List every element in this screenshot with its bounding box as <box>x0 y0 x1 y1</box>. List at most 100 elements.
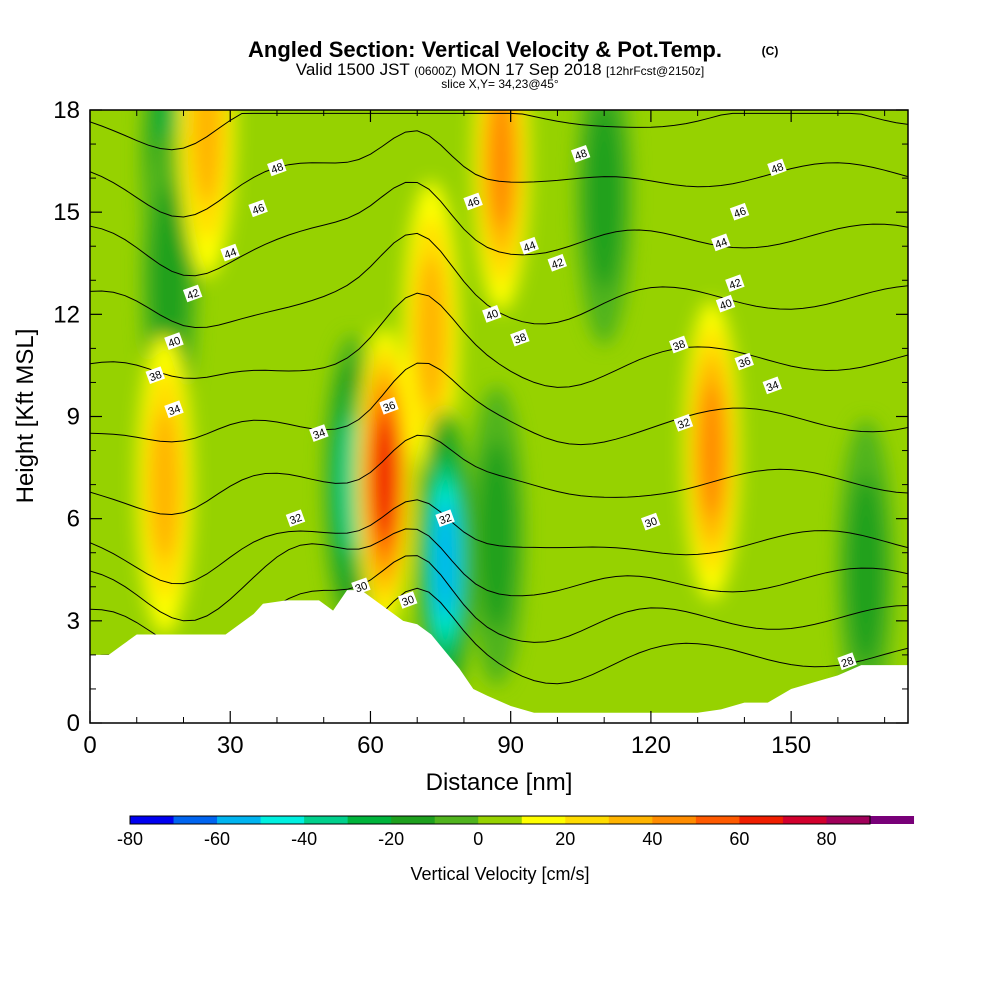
x-tick-label: 150 <box>771 732 811 759</box>
contour-label: 42 <box>182 284 203 303</box>
colorbar-swatch <box>130 816 175 824</box>
colorbar-swatch <box>434 816 479 824</box>
contour-label: 46 <box>463 192 483 211</box>
svg-text:48: 48 <box>573 147 589 162</box>
colorbar-frame <box>129 815 871 825</box>
theta-contour-48 <box>90 112 908 151</box>
colorbar-label: Vertical Velocity [cm/s] <box>410 864 589 884</box>
svg-text:38: 38 <box>671 338 687 353</box>
contour-label: 38 <box>145 366 166 384</box>
svg-text:44: 44 <box>223 246 239 261</box>
svg-text:40: 40 <box>167 335 183 350</box>
contour-label: 38 <box>669 335 689 354</box>
colorbar-swatch <box>521 816 566 824</box>
svg-text:48: 48 <box>770 161 786 176</box>
velocity-core-9 <box>478 440 515 631</box>
y-tick-label: 15 <box>53 199 80 226</box>
velocity-core-2 <box>150 407 180 562</box>
contour-label: 40 <box>715 294 736 313</box>
colorbar-swatch <box>217 816 262 824</box>
theta-contour-40 <box>90 292 908 388</box>
svg-text:32: 32 <box>676 417 692 432</box>
contour-label: 30 <box>397 591 418 609</box>
x-tick-label: 90 <box>497 732 524 759</box>
y-tick-label: 0 <box>67 710 80 737</box>
contour-label: 44 <box>519 236 539 255</box>
contour-label: 48 <box>767 158 787 177</box>
y-tick-label: 18 <box>53 97 80 124</box>
svg-text:42: 42 <box>550 256 566 271</box>
contour-label: 34 <box>164 400 184 418</box>
svg-text:44: 44 <box>714 236 730 251</box>
svg-text:38: 38 <box>513 331 529 346</box>
velocity-core-6 <box>416 254 446 409</box>
x-axis-label: Distance [nm] <box>426 769 573 796</box>
contour-label: 46 <box>729 202 750 221</box>
colorbar-swatch <box>608 816 653 824</box>
terrain-mask <box>90 590 908 723</box>
colorbar-swatch <box>870 816 915 824</box>
contour-label: 44 <box>220 243 240 262</box>
chart-subtitle-line1: Valid 1500 JST (0600Z) MON 17 Sep 2018 [… <box>296 60 704 79</box>
colorbar-tick-label: -40 <box>291 829 317 849</box>
colorbar-tick-label: 80 <box>816 829 836 849</box>
colorbar-swatch <box>173 816 218 824</box>
contour-label: 48 <box>570 144 591 163</box>
svg-text:32: 32 <box>438 512 454 527</box>
contour-label: 46 <box>248 199 268 217</box>
y-tick-label: 9 <box>67 404 80 431</box>
y-tick-label: 3 <box>67 608 80 635</box>
svg-text:40: 40 <box>485 308 501 323</box>
colorbar-swatch <box>695 816 740 824</box>
contour-label: 30 <box>641 512 661 531</box>
svg-text:46: 46 <box>466 195 482 210</box>
x-tick-label: 0 <box>83 732 96 759</box>
svg-text:32: 32 <box>288 512 304 527</box>
contour-label: 30 <box>351 577 371 595</box>
colorbar: -80 -60 -40 -20 0 20 40 60 80 <box>117 815 915 849</box>
colorbar-swatch <box>652 816 697 824</box>
svg-text:42: 42 <box>185 287 201 302</box>
y-axis-label: Height [Kft MSL] <box>12 329 39 504</box>
colorbar-swatch <box>565 816 610 824</box>
svg-text:30: 30 <box>400 594 416 609</box>
contour-label: 28 <box>837 652 857 670</box>
velocity-core-5 <box>373 419 396 537</box>
svg-text:42: 42 <box>728 277 744 292</box>
colorbar-tick-label: 40 <box>642 829 662 849</box>
svg-text:46: 46 <box>251 202 267 217</box>
contour-label: 38 <box>510 328 530 347</box>
x-tick-label: 30 <box>217 732 244 759</box>
colorbar-tick-label: 0 <box>473 829 483 849</box>
svg-text:38: 38 <box>148 369 164 384</box>
chart-subtitle-line2: slice X,Y= 34,23@45° <box>441 77 559 91</box>
colorbar-tick-label: -60 <box>204 829 230 849</box>
colorbar-swatch <box>260 816 305 824</box>
svg-text:46: 46 <box>732 205 748 220</box>
contour-label: 36 <box>734 352 754 371</box>
velocity-core-1 <box>151 185 188 376</box>
colorbar-swatch <box>347 816 392 824</box>
colorbar-swatch <box>826 816 871 824</box>
plot-area: 48 48 48 46 46 46 44 44 44 42 42 42 40 40 40 38 38 38 36 36… <box>90 110 908 723</box>
colorbar-tick-label: 20 <box>555 829 575 849</box>
svg-text:30: 30 <box>354 580 370 595</box>
colorbar-swatch <box>304 816 349 824</box>
svg-text:28: 28 <box>840 655 856 670</box>
velocity-core-12 <box>847 474 884 665</box>
colorbar-tick-label: -80 <box>117 829 143 849</box>
colorbar-swatch <box>782 816 827 824</box>
contour-label: 34 <box>309 424 329 442</box>
svg-text:34: 34 <box>765 379 781 394</box>
svg-text:36: 36 <box>737 355 753 370</box>
theta-contour-36 <box>90 434 908 516</box>
colorbar-swatch <box>391 816 436 824</box>
colorbar-tick-label: -20 <box>378 829 404 849</box>
colorbar-swatch <box>478 816 523 824</box>
contour-label: 40 <box>164 332 184 350</box>
svg-text:30: 30 <box>643 515 659 530</box>
svg-text:34: 34 <box>167 403 183 418</box>
velocity-core-10 <box>586 110 623 291</box>
colorbar-swatch <box>739 816 784 824</box>
x-axis: 0 30 60 90 120 150 <box>83 110 886 759</box>
